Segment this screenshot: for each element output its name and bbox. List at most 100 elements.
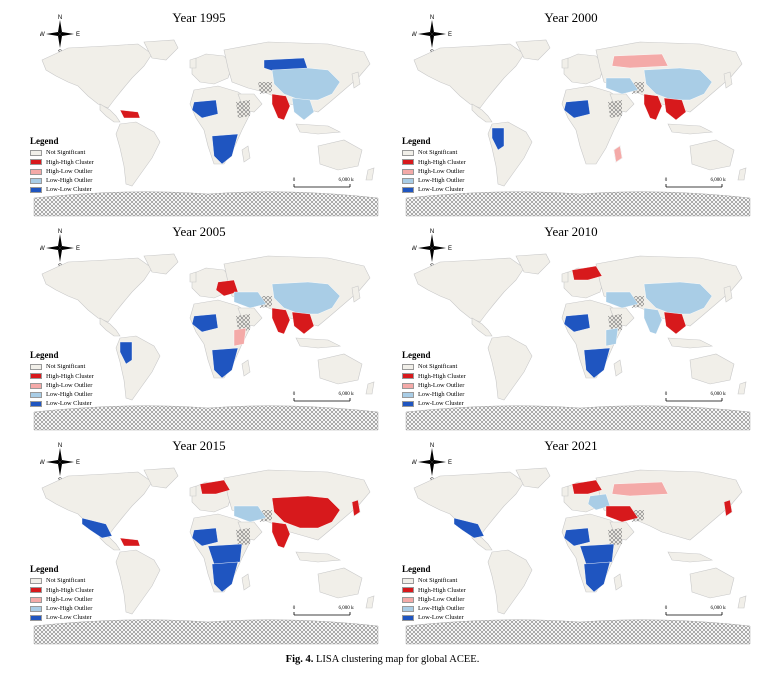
region-east-africa (233, 327, 247, 347)
legend-item: High-High Cluster (30, 158, 94, 167)
antarctica (405, 191, 751, 217)
compass-icon: NSWE (40, 443, 80, 482)
land-madagascar (241, 359, 251, 377)
legend-swatch (30, 382, 42, 389)
land-australia (317, 353, 363, 385)
legend-item: High-High Cluster (402, 372, 466, 381)
region-madagascar (613, 145, 623, 163)
region-africa-central (207, 543, 243, 565)
compass-n: N (430, 229, 434, 235)
legend-label: Low-Low Cluster (46, 186, 92, 194)
land-australia (317, 567, 363, 599)
legend-swatch (402, 577, 414, 584)
land-south-america (115, 121, 161, 187)
compass-n: N (58, 15, 62, 21)
region-india (271, 521, 291, 549)
scale-bar: 0 6,000 km (293, 178, 354, 188)
land-north-america (413, 43, 525, 109)
land-indonesia (667, 123, 714, 135)
scale-zero: 0 (665, 392, 668, 397)
antarctica (33, 191, 379, 217)
scale-max: 6,000 km (339, 606, 354, 611)
legend-item: Low-Low Cluster (30, 399, 94, 408)
compass-n: N (430, 443, 434, 449)
scale-zero: 0 (293, 606, 296, 611)
panel-title: Year 2021 (544, 438, 598, 453)
land-central-america (471, 317, 493, 337)
legend-swatch (402, 596, 414, 603)
region-india (643, 93, 663, 121)
legend-swatch (30, 615, 42, 622)
legend-swatch (402, 373, 414, 380)
legend-swatch (402, 382, 414, 389)
map-panel-2: Year 2000NSWELegendNot SignificantHigh-H… (386, 10, 756, 220)
legend-label: Low-Low Cluster (418, 614, 464, 622)
compass-icon: NSWE (40, 229, 80, 268)
region-china (271, 281, 341, 315)
land-indonesia (667, 551, 714, 563)
region-india (271, 93, 291, 121)
scale-max: 6,000 km (711, 606, 726, 611)
legend-item: Not Significant (30, 148, 94, 157)
region-middle-east (605, 291, 639, 309)
scale-max: 6,000 km (339, 178, 354, 183)
panel-title: Year 2010 (544, 224, 598, 239)
no-data-central-asia (258, 82, 272, 94)
legend-label: Low-High Outlier (46, 177, 93, 185)
compass-e: E (76, 460, 80, 466)
legend-swatch (30, 363, 42, 370)
scale-bar: 0 6,000 km (293, 392, 354, 402)
land-greenland (515, 253, 551, 275)
legend-item: High-Low Outlier (30, 381, 94, 390)
land-south-america (487, 549, 533, 615)
compass-icon: NSWE (412, 15, 452, 54)
map-panel-5: Year 2015NSWELegendNot SignificantHigh-H… (14, 438, 384, 648)
legend-item: High-Low Outlier (30, 167, 94, 176)
legend-item: Low-High Outlier (30, 390, 94, 399)
land-uk (189, 57, 197, 69)
legend-item: Low-Low Cluster (30, 185, 94, 194)
land-north-america (413, 471, 525, 537)
legend-label: Low-Low Cluster (46, 614, 92, 622)
land-uk (561, 271, 569, 283)
land-madagascar (241, 573, 251, 591)
legend-swatch (30, 577, 42, 584)
land-north-america (41, 43, 153, 109)
legend-item: Not Significant (30, 362, 94, 371)
land-south-america (487, 335, 533, 401)
legend-label: Not Significant (46, 363, 86, 371)
land-nz (737, 381, 747, 395)
compass-w: W (412, 32, 417, 38)
world-map (405, 253, 751, 431)
land-south-america (115, 549, 161, 615)
legend-item: Low-High Outlier (30, 604, 94, 613)
land-nz (365, 595, 375, 609)
land-greenland (143, 253, 179, 275)
map-legend: Legend Not Significant High-High Cluster Hi… (30, 564, 94, 623)
region-southern-africa (211, 347, 239, 379)
land-madagascar (613, 359, 623, 377)
compass-e: E (448, 246, 452, 252)
region-se-asia (291, 97, 315, 121)
region-middle-east (233, 291, 267, 309)
legend-swatch (402, 187, 414, 194)
compass-w: W (412, 246, 417, 252)
region-africa-central (579, 543, 615, 565)
region-europe-north (571, 265, 603, 281)
compass-e: E (448, 460, 452, 466)
panel-title: Year 2005 (172, 224, 226, 239)
legend-label: Not Significant (46, 149, 86, 157)
legend-swatch (30, 168, 42, 175)
no-data-horn-africa (236, 314, 250, 332)
compass-icon: NSWE (412, 443, 452, 482)
land-japan (723, 285, 733, 303)
region-andes (119, 341, 133, 365)
legend-swatch (402, 587, 414, 594)
legend-title: Legend (30, 136, 59, 146)
legend-label: High-High Cluster (418, 372, 466, 380)
scale-zero: 0 (665, 606, 668, 611)
legend-item: Low-High Outlier (402, 604, 466, 613)
scale-bar: 0 6,000 km (665, 606, 726, 616)
legend-swatch (30, 149, 42, 156)
legend-label: Low-High Outlier (418, 391, 465, 399)
